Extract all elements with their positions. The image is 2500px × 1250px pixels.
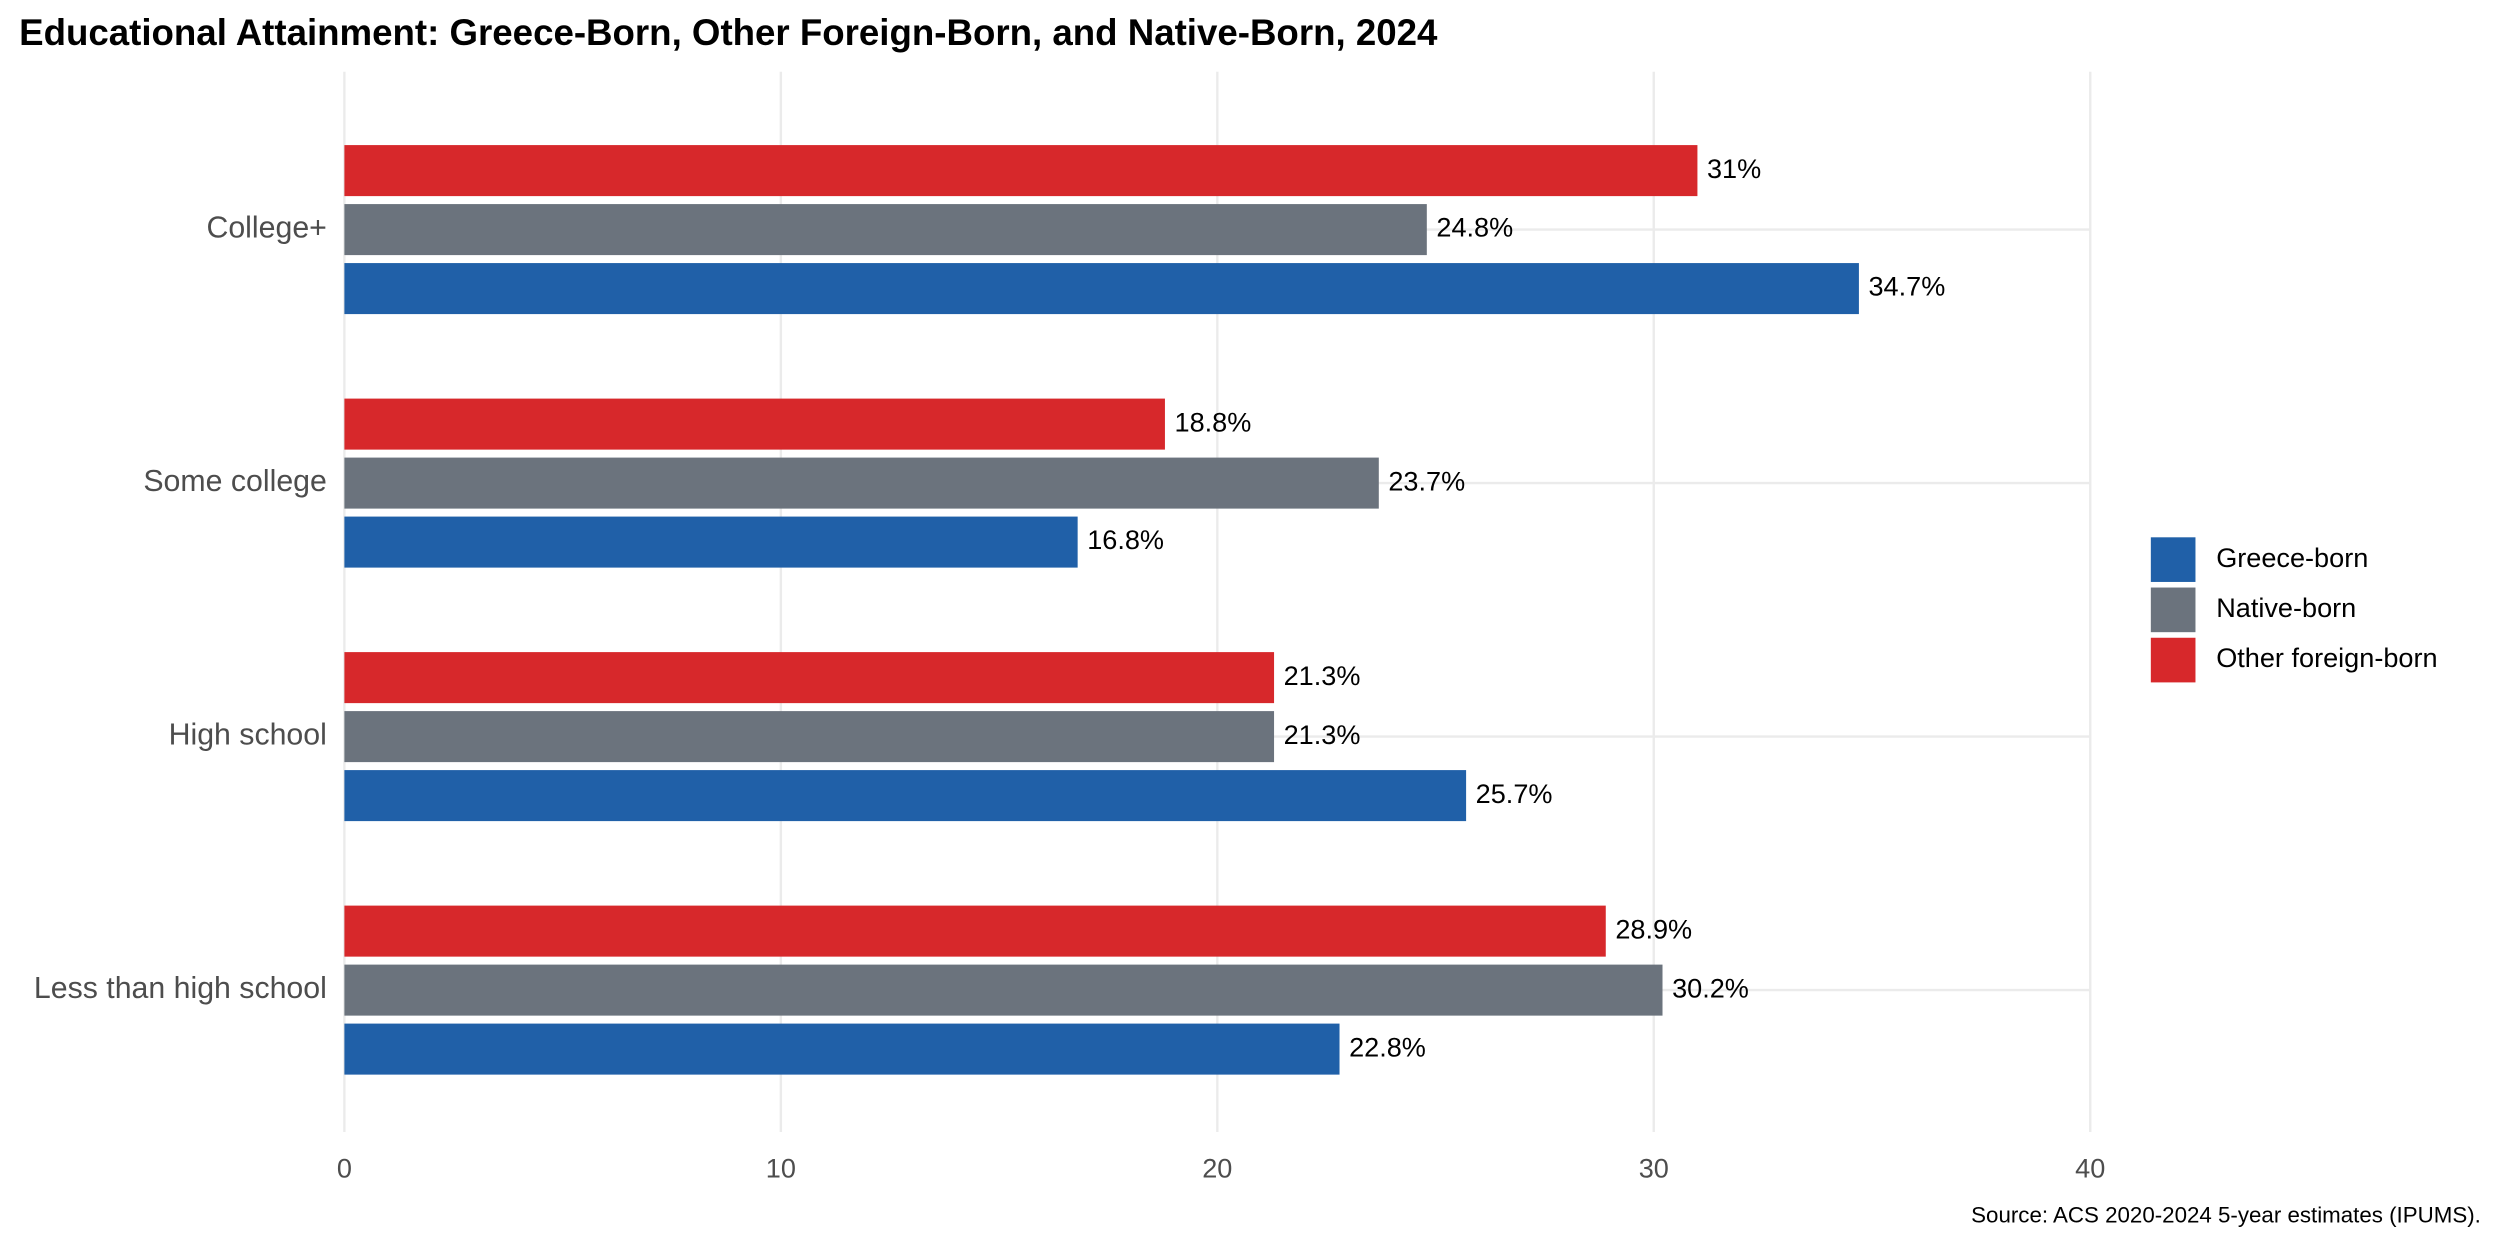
legend-swatch: [2150, 537, 2196, 582]
bar: [344, 398, 1165, 450]
legend-swatch: [2150, 587, 2196, 633]
bar: [344, 964, 1663, 1016]
bar: [344, 457, 1379, 509]
value-label: 22.8%: [1349, 1031, 1426, 1062]
y-tick-label: Less than high school: [34, 972, 327, 1005]
bar: [344, 263, 1859, 315]
value-label: 28.9%: [1615, 913, 1692, 944]
value-label: 31%: [1707, 153, 1761, 184]
bar: [344, 905, 1606, 957]
bar: [344, 1023, 1340, 1075]
x-tick-label: 10: [766, 1152, 796, 1183]
value-label: 16.8%: [1087, 524, 1164, 555]
x-tick-label: 30: [1639, 1152, 1669, 1183]
value-label: 30.2%: [1672, 972, 1749, 1003]
legend-swatch: [2150, 637, 2196, 683]
bar: [344, 652, 1275, 704]
value-label: 18.8%: [1175, 406, 1252, 437]
value-label: 24.8%: [1436, 212, 1513, 243]
x-tick-label: 0: [337, 1152, 352, 1183]
caption: Source: ACS 2020-2024 5-year estimates (…: [1971, 1202, 2481, 1227]
legend-label: Other foreign-born: [2216, 642, 2437, 673]
value-label: 21.3%: [1284, 719, 1361, 750]
legend-label: Native-born: [2216, 592, 2356, 623]
bar: [344, 145, 1698, 197]
x-tick-label: 20: [1202, 1152, 1232, 1183]
legend-label: Greece-born: [2216, 542, 2368, 573]
y-tick-label: High school: [169, 719, 327, 752]
value-label: 23.7%: [1388, 465, 1465, 496]
value-label: 21.3%: [1284, 660, 1361, 691]
bar: [344, 516, 1078, 568]
value-label: 34.7%: [1868, 271, 1945, 302]
bar: [344, 711, 1275, 763]
value-label: 25.7%: [1476, 778, 1553, 809]
y-tick-label: Some college: [143, 465, 326, 498]
x-tick-label: 40: [2075, 1152, 2105, 1183]
chart-title: Educational Attainment: Greece-Born, Oth…: [19, 12, 1438, 53]
bar: [344, 770, 1467, 822]
bar: [344, 204, 1427, 256]
y-tick-label: College+: [206, 212, 326, 245]
